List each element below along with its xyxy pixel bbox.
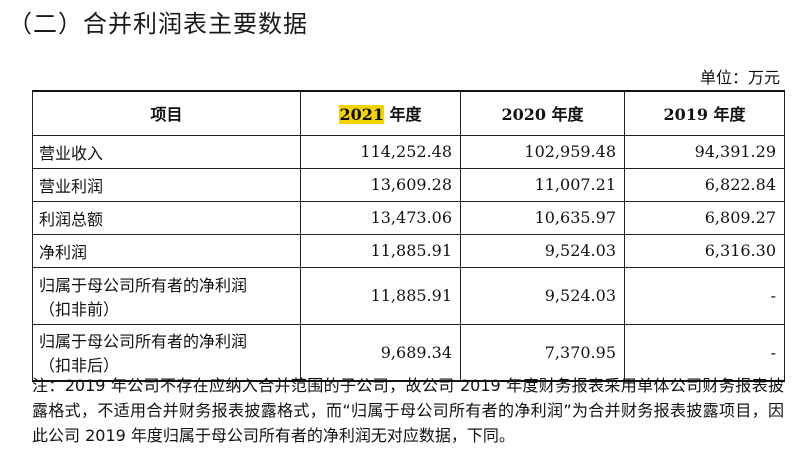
row-label-line2: （扣非后） — [39, 356, 120, 376]
unit-label: 单位：万元 — [699, 68, 780, 87]
header-2021-year: 2021 — [339, 105, 384, 125]
cell-2020: 9,524.03 — [460, 233, 625, 268]
row-label-line1: 归属于母公司所有者的净利润 — [39, 275, 248, 295]
header-2019: 2019 年度 — [624, 90, 785, 136]
cell-2021: 11,885.91 — [300, 233, 461, 268]
cell-2021: 9,689.34 — [300, 323, 461, 382]
cell-2019: 6,822.84 — [624, 167, 785, 202]
cell-2019: 94,391.29 — [624, 134, 785, 169]
cell-2021: 13,609.28 — [300, 167, 461, 202]
table-row: 归属于母公司所有者的净利润 （扣非后） 9,689.34 7,370.95 - — [32, 323, 785, 382]
row-label: 归属于母公司所有者的净利润 （扣非后） — [32, 323, 301, 382]
cell-2019: 6,809.27 — [624, 200, 785, 235]
cell-2020: 7,370.95 — [460, 323, 625, 382]
row-label: 净利润 — [32, 233, 301, 268]
cell-2021: 13,473.06 — [300, 200, 461, 235]
row-label: 营业利润 — [32, 167, 301, 202]
cell-2020: 11,007.21 — [460, 167, 625, 202]
table-row: 营业利润 13,609.28 11,007.21 6,822.84 — [32, 167, 785, 202]
row-label: 利润总额 — [32, 200, 301, 235]
income-statement-table: 项目 2021 年度 2020 年度 2019 年度 营业收入 114,252.… — [32, 90, 785, 382]
table-row: 营业收入 114,252.48 102,959.48 94,391.29 — [32, 134, 785, 169]
header-2021: 2021 年度 — [300, 90, 461, 136]
table-row: 利润总额 13,473.06 10,635.97 6,809.27 — [32, 200, 785, 235]
section-title: （二）合并利润表主要数据 — [8, 10, 308, 38]
cell-2021: 114,252.48 — [300, 134, 461, 169]
cell-2021: 11,885.91 — [300, 266, 461, 325]
table-footnote: 注：2019 年公司不存在应纳入合并范围的子公司，故公司 2019 年度财务报表… — [32, 376, 784, 445]
cell-2020: 10,635.97 — [460, 200, 625, 235]
table-header-row: 项目 2021 年度 2020 年度 2019 年度 — [32, 90, 785, 136]
table-row: 净利润 11,885.91 9,524.03 6,316.30 — [32, 233, 785, 268]
cell-2019: - — [624, 323, 785, 382]
cell-2020: 9,524.03 — [460, 266, 625, 325]
cell-2020: 102,959.48 — [460, 134, 625, 169]
row-label: 营业收入 — [32, 134, 301, 169]
row-label-line2: （扣非前） — [39, 299, 120, 319]
row-label-line1: 归属于母公司所有者的净利润 — [39, 332, 248, 352]
header-item: 项目 — [32, 90, 301, 136]
cell-2019: 6,316.30 — [624, 233, 785, 268]
table-row: 归属于母公司所有者的净利润 （扣非前） 11,885.91 9,524.03 - — [32, 266, 785, 325]
header-2021-suffix: 年度 — [383, 105, 422, 125]
header-2020: 2020 年度 — [460, 90, 625, 136]
cell-2019: - — [624, 266, 785, 325]
row-label: 归属于母公司所有者的净利润 （扣非前） — [32, 266, 301, 325]
